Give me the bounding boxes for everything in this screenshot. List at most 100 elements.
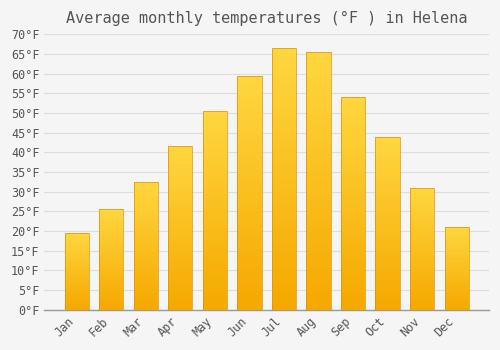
Bar [410,224,434,227]
Bar [203,175,227,178]
Bar [99,272,124,274]
Bar [238,286,262,291]
Bar [168,261,192,264]
Bar [99,270,124,272]
Bar [444,262,468,264]
Bar [272,257,296,262]
Bar [341,267,365,272]
Bar [444,268,468,270]
Bar [306,181,330,186]
Bar [203,147,227,151]
Bar [64,282,89,284]
Bar [306,62,330,68]
Bar [376,282,400,286]
Bar [410,275,434,278]
Bar [64,294,89,296]
Bar [444,278,468,280]
Bar [306,72,330,78]
Bar [168,238,192,241]
Bar [376,168,400,171]
Bar [410,239,434,241]
Bar [99,302,124,304]
Bar [99,258,124,260]
Bar [376,147,400,150]
Bar [410,190,434,192]
Bar [168,293,192,297]
Bar [238,296,262,300]
Bar [168,199,192,202]
Bar [168,166,192,169]
Bar [134,238,158,241]
Bar [238,267,262,272]
Bar [99,290,124,292]
Bar [272,184,296,189]
Bar [306,263,330,268]
Bar [272,189,296,195]
Bar [410,197,434,200]
Bar [238,127,262,132]
Bar [64,305,89,307]
Bar [64,307,89,308]
Bar [306,52,330,310]
Bar [410,237,434,239]
Bar [134,294,158,297]
Bar [410,295,434,298]
Bar [376,292,400,296]
Bar [410,283,434,285]
Bar [444,295,468,296]
Bar [99,256,124,258]
Bar [168,307,192,310]
Bar [272,132,296,137]
Bar [168,215,192,218]
Bar [410,195,434,197]
Bar [376,268,400,272]
Bar [99,253,124,256]
Bar [99,236,124,237]
Bar [341,250,365,254]
Bar [203,206,227,210]
Bar [203,155,227,159]
Bar [64,271,89,273]
Bar [64,258,89,259]
Bar [341,182,365,187]
Bar [99,296,124,298]
Bar [99,286,124,288]
Bar [272,100,296,106]
Bar [99,239,124,241]
Bar [272,116,296,121]
Bar [238,118,262,122]
Bar [444,288,468,290]
Bar [376,254,400,258]
Bar [203,306,227,310]
Bar [203,139,227,143]
Bar [238,104,262,108]
Bar [272,121,296,126]
Bar [64,256,89,258]
Bar [134,205,158,208]
Bar [168,146,192,310]
Bar [341,106,365,110]
Bar [376,154,400,158]
Bar [99,223,124,225]
Bar [134,200,158,202]
Bar [306,284,330,289]
Bar [272,268,296,273]
Bar [272,221,296,226]
Bar [168,225,192,228]
Bar [444,282,468,283]
Bar [134,212,158,215]
Bar [134,300,158,302]
Bar [99,304,124,306]
Bar [99,219,124,222]
Bar [238,188,262,193]
Bar [341,144,365,148]
Bar [272,79,296,85]
Bar [306,202,330,206]
Bar [203,210,227,214]
Bar [99,275,124,278]
Bar [444,257,468,259]
Bar [134,208,158,210]
Bar [272,142,296,147]
Bar [341,229,365,233]
Bar [238,202,262,207]
